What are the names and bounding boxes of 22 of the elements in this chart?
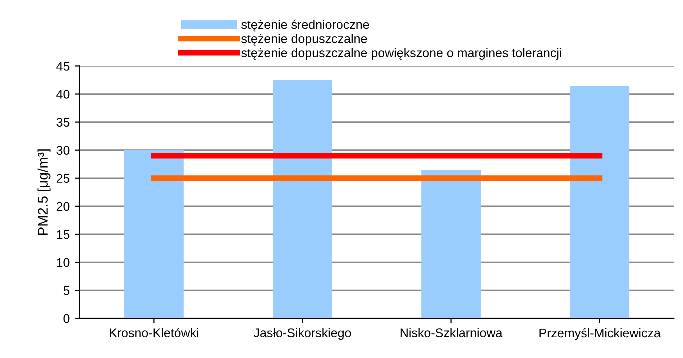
x-tick-label: Przemyśl-Mickiewicza [540,328,661,340]
x-tick-label: Jasło-Sikorskiego [254,328,352,340]
legend-label: stężenie dopuszczalne powiększone o margines tolerancji [242,48,562,60]
x-tick-label: Krosno-Kletówki [110,328,199,338]
y-tick-label: 45 [56,62,70,71]
y-tick-label: 15 [57,230,70,240]
y-axis-title: PM2.5 [μg/m³] [38,150,51,236]
x-tick-label: Nisko-Szklarniowa [400,328,503,338]
y-tick-label: 25 [56,174,70,184]
y-tick-label: 5 [64,286,70,296]
y-tick-label: 40 [56,90,70,99]
bar [273,80,332,319]
bar [570,86,630,319]
y-tick-label: 30 [56,146,70,156]
y-tick-label: 0 [64,314,70,324]
y-tick-label: 35 [56,118,70,127]
y-tick-label: 20 [56,202,70,212]
legend-label: stężenie średnioroczne [242,20,370,32]
bar [124,150,184,319]
y-tick-label: 10 [57,258,70,268]
legend-label: stężenie dopuszczalne [242,34,368,46]
bar [422,170,482,319]
